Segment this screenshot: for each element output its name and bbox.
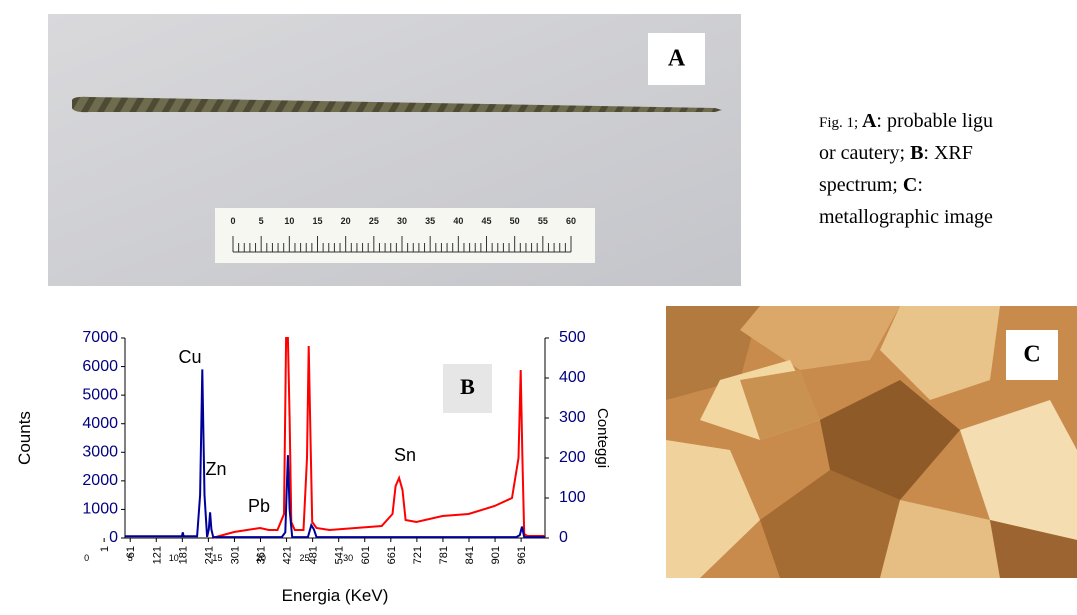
caption-line: metallographic image: [819, 206, 993, 228]
y-tick-label: 2000: [82, 472, 118, 489]
x2-tick-label: 10: [169, 553, 179, 563]
x-tick-label: 781: [438, 546, 450, 564]
ruler-label: 55: [538, 216, 548, 226]
caption-text: B: [910, 142, 923, 164]
x2-tick-label: 5: [128, 553, 133, 563]
caption-text: : XRF: [923, 142, 972, 164]
caption-line: Fig. 1; A: probable ligu: [819, 110, 993, 132]
ruler-label: 15: [312, 216, 322, 226]
y2-tick-label: 100: [559, 489, 586, 506]
ruler-label: 60: [566, 216, 576, 226]
x-tick-label: 601: [360, 546, 372, 564]
ruler-label: 0: [230, 216, 235, 226]
x-axis-label: Energia (KeV): [282, 586, 389, 605]
annotation: Zn: [205, 459, 226, 479]
x-tick-label: 121: [151, 546, 163, 564]
x-tick-label: 841: [464, 546, 476, 564]
y-tick-label: 0: [109, 529, 118, 546]
y-tick-label: 1000: [82, 501, 118, 518]
caption-text: A: [862, 110, 877, 132]
panel-label: B: [460, 374, 475, 399]
y-tick-label: 7000: [82, 329, 118, 346]
annotation: Cu: [178, 347, 201, 367]
x-tick-label: 181: [177, 546, 189, 564]
caption-text: :: [917, 174, 923, 196]
y-axis-label: Counts: [15, 411, 34, 465]
x2-tick-label: 15: [212, 553, 222, 563]
ruler-label: 35: [425, 216, 435, 226]
panel-a: 0 5 10 15 20 25 30 35 40 45 50 55 60 A: [48, 14, 741, 286]
annotation: Sn: [394, 445, 416, 465]
x2-tick-label: 25: [299, 553, 309, 563]
caption-line: spectrum; C:: [819, 174, 923, 196]
figure: 051015202530354045505560 A Fig. 1; A: pr…: [0, 0, 1077, 610]
ruler-label: 30: [397, 216, 407, 226]
panel-c: C: [666, 306, 1077, 578]
ruler-label: 50: [510, 216, 520, 226]
y-tick-label: 3000: [82, 444, 118, 461]
ruler-label: 45: [481, 216, 491, 226]
y2-tick-label: 0: [559, 529, 568, 546]
x-tick-label: 421: [282, 546, 294, 564]
caption-line: or cautery; B: XRF: [819, 142, 973, 164]
x2-tick-label: 0: [84, 553, 89, 563]
x2-tick-label: 20: [256, 553, 266, 563]
x-tick-label: 961: [516, 546, 528, 564]
y2-tick-label: 400: [559, 369, 586, 386]
y2-axis-label: Conteggi: [594, 408, 611, 468]
x-tick-label: 301: [229, 546, 241, 564]
x-tick-label: 661: [386, 546, 398, 564]
x2-tick-label: 30: [343, 553, 353, 563]
ruler-label: 5: [259, 216, 264, 226]
ruler-label: 25: [369, 216, 379, 226]
caption-text: C: [903, 174, 917, 196]
ruler-label: 10: [284, 216, 294, 226]
caption-text: or cautery;: [819, 142, 910, 164]
caption-text: Fig. 1;: [819, 115, 862, 131]
caption-text: spectrum;: [819, 174, 903, 196]
annotation: Pb: [248, 496, 270, 516]
ruler-label: 20: [341, 216, 351, 226]
caption-text: : probable ligu: [876, 110, 993, 132]
y2-tick-label: 300: [559, 409, 586, 426]
caption: Fig. 1; A: probable ligu or cautery; B: X…: [819, 110, 993, 228]
panel-label: C: [1023, 342, 1040, 368]
y2-tick-label: 200: [559, 449, 586, 466]
caption-text: metallographic image: [819, 206, 993, 228]
panel-b: B Energia (KeV) Counts Conteggi 01000200…: [15, 329, 611, 605]
panel-label: A: [668, 46, 686, 72]
y2-tick-label: 500: [559, 329, 586, 346]
x-tick-label: 901: [490, 546, 502, 564]
y-tick-label: 6000: [82, 358, 118, 375]
y-tick-label: 4000: [82, 415, 118, 432]
ruler-label: 40: [453, 216, 463, 226]
y-tick-label: 5000: [82, 386, 118, 403]
x-tick-label: 1: [99, 546, 111, 552]
x-tick-label: 721: [412, 546, 424, 564]
